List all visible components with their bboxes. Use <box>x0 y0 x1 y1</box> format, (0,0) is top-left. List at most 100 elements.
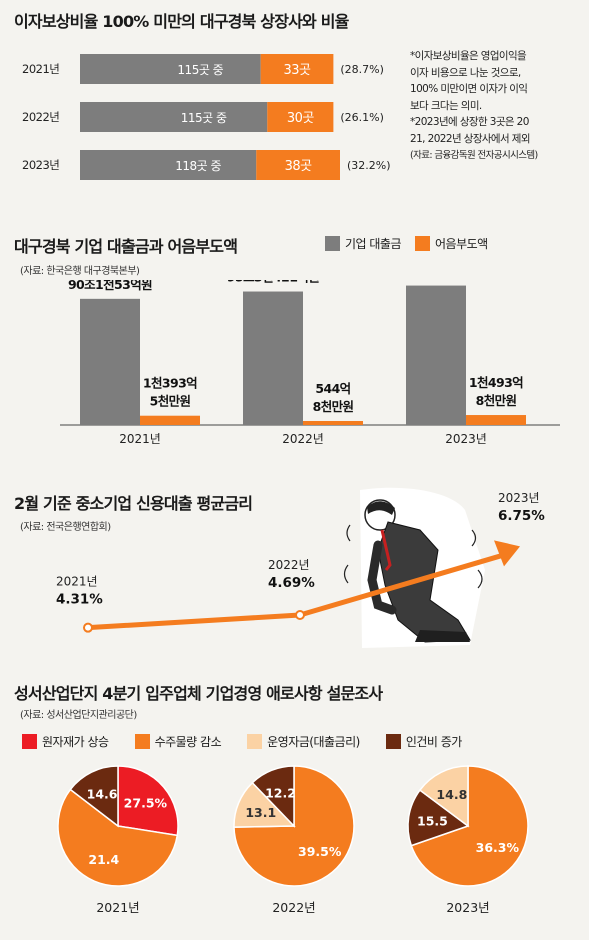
legend-label: 원자재가 상승 <box>42 735 109 749</box>
hbar-total-segment <box>80 54 261 84</box>
line-point <box>295 610 305 620</box>
hbar-value-label: 38곳 <box>285 159 313 174</box>
pie-slice <box>418 765 469 828</box>
note-line: 보다 크다는 의미. <box>410 99 482 112</box>
section3-source: (자료: 전국은행연합회) <box>20 522 111 533</box>
hbar-total-label: 118곳 중 <box>175 159 221 173</box>
line-value-label: 4.31% <box>56 592 103 608</box>
vbar-default-bar <box>466 415 526 425</box>
section2-title: 대구경북 기업 대출금과 어음부도액 <box>14 237 238 256</box>
pie-slice-label: 15.5 <box>417 813 448 828</box>
vbar-loan-label: 90조1천53억원 <box>68 280 152 292</box>
pie-slice <box>117 765 179 837</box>
line-value-label: 6.75% <box>498 508 545 524</box>
section1-note: *이자보상비율은 영업이익을 이자 비용으로 나눈 것으로, 100% 미만이면… <box>410 48 582 164</box>
legend-item-default: 어음부도액 <box>415 235 488 252</box>
vbar-loan-bar <box>406 285 466 425</box>
pie-slice <box>407 789 470 847</box>
section2-source: (자료: 한국은행 대구경북본부) <box>20 266 140 277</box>
note-line: 100% 미만이면 이자가 이익 <box>410 83 528 96</box>
vbar-loan-bar <box>80 298 140 425</box>
hbar-percent-label: (32.2%) <box>347 159 391 172</box>
section3-title: 2월 기준 중소기업 신용대출 평균금리 <box>14 494 253 513</box>
pie-slice-label: 39.5% <box>298 844 342 859</box>
legend-label: 수주물량 감소 <box>154 735 222 749</box>
line-chart: 2021년 4.31% 2022년 4.69% 2023년 6.75% <box>56 487 545 648</box>
vbar-default-label: 5천만원 <box>150 394 191 409</box>
hbar-category-label: 2021년 <box>22 62 59 76</box>
legend-item-loan: 기업 대출금 <box>325 235 402 252</box>
pie-slice <box>410 765 529 887</box>
vbar-category-label: 2021년 <box>119 432 161 446</box>
line-year-label: 2022년 <box>268 558 310 572</box>
vbar-category-label: 2023년 <box>445 432 487 446</box>
hbar-total-label: 115곳 중 <box>181 111 227 125</box>
pie-slice-label: 21.4 <box>88 852 119 867</box>
pie-slice-label: 27.5% <box>124 796 168 811</box>
kneeling-man-illustration <box>343 487 485 648</box>
vbar-loan-label: 95조3천421억원 <box>227 280 319 285</box>
note-line: (자료: 금융감독원 전자공시시스템) <box>410 149 538 161</box>
hbar-category-label: 2022년 <box>22 110 59 124</box>
line-arrowhead-icon <box>494 540 520 567</box>
hbar-total-segment <box>80 102 268 132</box>
hbar-total-segment <box>80 150 257 180</box>
legend-item-orders: 수주물량 감소 <box>134 733 222 750</box>
legend-swatch-red <box>22 734 37 749</box>
hbar-value-segment <box>267 102 334 132</box>
legend-item-labor: 인건비 증가 <box>385 733 462 750</box>
note-line: 이자 비용으로 나눈 것으로, <box>410 66 521 79</box>
man-tie-icon <box>380 529 392 571</box>
hbar-value-label: 33곳 <box>284 63 312 78</box>
hbar-chart: 2021년 115곳 중 33곳 (28.7%) 2022년 115곳 중 30곳 (26.1… <box>22 54 391 180</box>
vbar-default-label: 1천393억 <box>143 376 197 391</box>
legend-swatch-gray <box>325 236 340 251</box>
hbar-category-label: 2023년 <box>22 158 59 172</box>
hbar-value-label: 30곳 <box>287 111 315 126</box>
pie-slice-label: 14.8 <box>436 787 467 802</box>
vbar-default-label: 1천493억 <box>469 375 523 390</box>
hbar-value-segment <box>256 150 340 180</box>
man-shoe-icon <box>415 630 470 642</box>
pie-slice <box>57 788 179 887</box>
vbar-default-bar <box>303 421 363 425</box>
pie-slice-label: 36.3% <box>476 840 520 855</box>
vbar-loan-bar <box>243 291 303 425</box>
legend-label: 운영자금(대출금리) <box>267 735 360 749</box>
legend-label: 어음부도액 <box>435 237 488 251</box>
hbar-percent-label: (26.1%) <box>340 111 384 124</box>
bar-legend: 기업 대출금 어음부도액 <box>325 235 488 252</box>
pie-slice-label: 14.6 <box>87 787 118 802</box>
vbar-default-bar <box>140 415 200 425</box>
legend-item-funds: 운영자금(대출금리) <box>247 733 360 750</box>
vbar-chart: 90조1천53억원 1천393억 5천만원 2021년 95조3천421억원 544억 8천… <box>60 280 560 446</box>
legend-label: 기업 대출금 <box>345 237 402 251</box>
man-hair-icon <box>367 501 395 515</box>
legend-item-materials: 원자재가 상승 <box>22 733 109 750</box>
pie-slice-label: 12.2 <box>265 786 296 801</box>
pie-year-label: 2021년 <box>96 900 139 915</box>
pie-slice <box>251 765 295 828</box>
legend-swatch-orange <box>415 236 431 251</box>
tremble-lines-icon <box>343 524 483 589</box>
vbar-category-label: 2022년 <box>282 432 324 446</box>
pie-year-label: 2022년 <box>272 900 315 915</box>
line-year-label: 2021년 <box>56 575 98 589</box>
hbar-percent-label: (28.7%) <box>340 63 384 76</box>
vbar-default-label: 8천만원 <box>476 393 517 408</box>
line-value-label: 4.69% <box>268 575 315 591</box>
man-suit-icon <box>377 521 471 643</box>
section4-title: 성서산업단지 4분기 입주업체 기업경영 애로사항 설문조사 <box>14 684 383 703</box>
vbar-default-label: 544억 <box>315 381 350 396</box>
legend-swatch-orange <box>134 734 150 749</box>
note-line: *이자보상비율은 영업이익을 <box>410 50 527 62</box>
hbar-total-label: 115곳 중 <box>177 63 223 77</box>
note-line: 21, 2022년 상장사에서 제외 <box>410 132 531 145</box>
note-line: *2023년에 상장한 3곳은 20 <box>410 116 529 129</box>
pie-year-label: 2023년 <box>446 900 489 915</box>
legend-swatch-brown <box>385 734 401 749</box>
hbar-value-segment <box>260 54 334 84</box>
pie-charts: 27.5% 21.4 14.6 2021년 39.5% 13.1 12.2 2022년 36.3… <box>57 765 529 915</box>
legend-swatch-peach <box>247 734 263 749</box>
line-year-label: 2023년 <box>498 491 540 505</box>
